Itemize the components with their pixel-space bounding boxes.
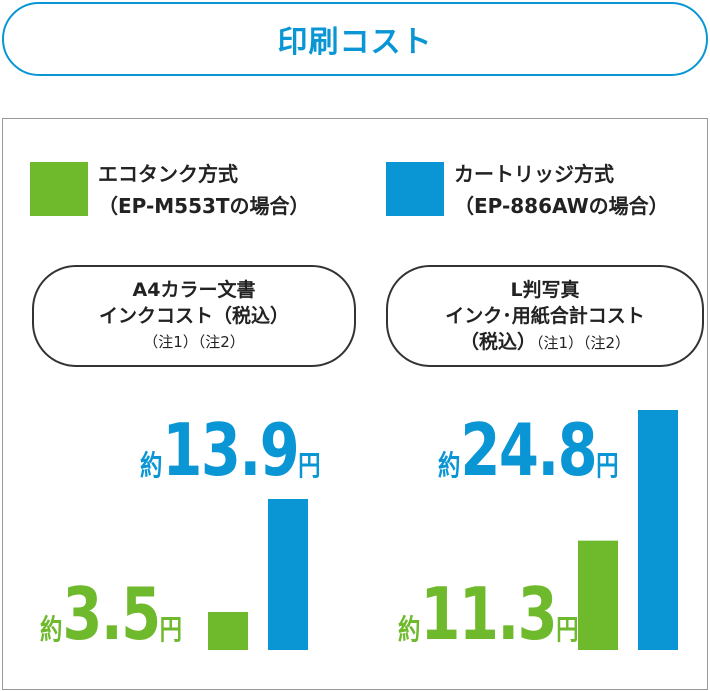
chart2-title-line: L判写真 (510, 278, 580, 301)
legend-cartridge: カートリッジ方式 （EP-886AWの場合） (454, 158, 669, 222)
chart1-value-label-cartridge: 約 13.9 円 (140, 408, 321, 492)
legend-ecotank: エコタンク方式 （EP-M553Tの場合） (98, 158, 310, 222)
chart2-bar-ecotank (578, 540, 618, 650)
legend-label: カートリッジ方式 (454, 162, 614, 186)
page-title: 印刷コスト (2, 2, 708, 76)
legend-swatch-cartridge (386, 162, 444, 216)
chart1-bar-cartridge (268, 499, 308, 650)
chart2-title-line: （税込） (459, 330, 536, 353)
chart-panel (2, 118, 708, 690)
legend-label: エコタンク方式 (98, 162, 238, 186)
chart1-title-line: A4カラー文書 (132, 279, 256, 301)
chart1-note: （注1）（注2） (143, 333, 245, 351)
chart2-title-line: インク･用紙合計コスト (445, 304, 645, 327)
chart2-title: L判写真 インク･用紙合計コスト （税込）（注1）（注2） (386, 265, 704, 367)
legend-sublabel: （EP-M553Tの場合） (98, 194, 310, 218)
chart1-title-line: インクコスト（税込） (98, 305, 289, 327)
chart1-bar-ecotank (208, 611, 248, 650)
chart2-value-label-ecotank: 約 11.3 円 (398, 572, 579, 656)
chart2-note: （注1）（注2） (535, 333, 631, 352)
chart2-bar-cartridge (638, 410, 678, 650)
legend-swatch-ecotank (30, 162, 88, 216)
chart1-value-label-ecotank: 約 3.5 円 (40, 572, 183, 656)
chart1-title: A4カラー文書 インクコスト（税込） （注1）（注2） (32, 265, 356, 367)
chart2-value-label-cartridge: 約 24.8 円 (438, 408, 619, 492)
legend-sublabel: （EP-886AWの場合） (454, 194, 669, 218)
